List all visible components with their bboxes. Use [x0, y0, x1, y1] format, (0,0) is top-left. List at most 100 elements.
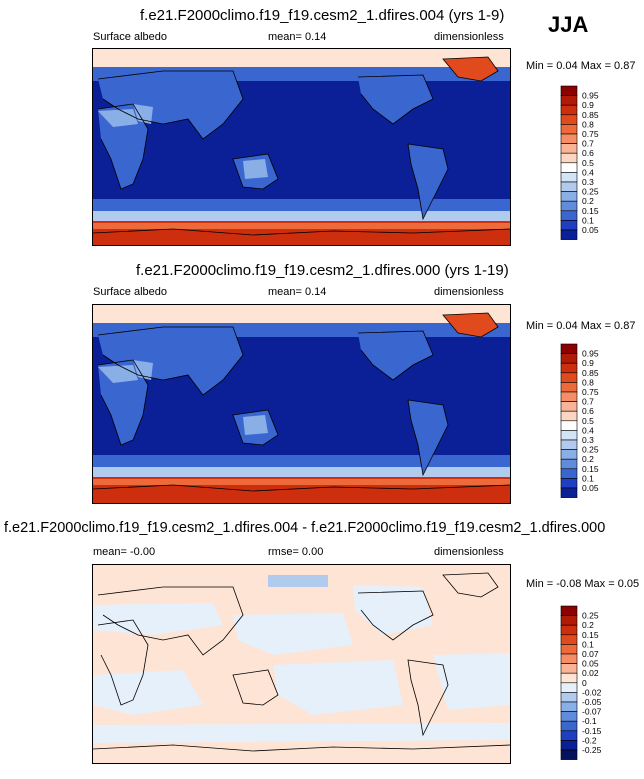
colorbar-box — [560, 95, 578, 106]
colorbar-tick-label: 0 — [582, 678, 587, 688]
colorbar-box — [560, 663, 578, 674]
colorbar-tick-label: 0.25 — [582, 187, 599, 197]
panel-1-colorbar: 0.95 0.9 0.85 0.8 0.75 0.7 0.6 0.5 0.4 0.3 0.25 0.2… — [560, 85, 621, 242]
colorbar-box — [560, 644, 578, 655]
colorbar-box — [560, 439, 578, 450]
panel-2-map-svg — [93, 305, 510, 503]
eurasia-field — [98, 71, 243, 139]
colorbar-box — [560, 730, 578, 741]
colorbar-box — [560, 210, 578, 221]
southern-margin — [93, 455, 510, 469]
colorbar-box — [560, 720, 578, 732]
colorbar-tick-label: 0.15 — [582, 464, 599, 474]
colorbar-box — [560, 104, 578, 116]
colorbar-box — [560, 372, 578, 383]
colorbar-box — [560, 692, 578, 703]
colorbar-tick-label: 0.1 — [582, 639, 594, 649]
panel-1-title: f.e21.F2000climo.f19_f19.cesm2_1.dfires.… — [140, 7, 505, 24]
colorbar-tick-label: -0.2 — [582, 735, 597, 745]
panel-3-map-svg — [93, 565, 510, 763]
colorbar-box — [560, 740, 578, 751]
colorbar-box — [560, 701, 578, 712]
panel-3-units: dimensionless — [434, 546, 504, 558]
colorbar-tick-label: 0.2 — [582, 454, 594, 464]
colorbar-box — [560, 478, 578, 489]
panel-2-map — [92, 304, 511, 504]
south-america-field — [408, 400, 448, 475]
colorbar-box — [560, 711, 578, 722]
colorbar-tick-label: 0.8 — [582, 377, 594, 387]
panel-3-range: Min = -0.08 Max = 0.05 — [526, 578, 640, 590]
colorbar-box — [560, 420, 578, 431]
panel-1-range: Min = 0.04 Max = 0.87 — [526, 60, 636, 72]
colorbar-box — [560, 162, 578, 173]
panel-1-units: dimensionless — [434, 31, 504, 43]
sahara — [98, 109, 138, 127]
colorbar-tick-label: 0.85 — [582, 368, 599, 378]
colorbar-box — [560, 220, 578, 231]
colorbar-box — [560, 343, 578, 354]
coastlines — [93, 56, 510, 236]
colorbar-box — [560, 181, 578, 192]
colorbar-box — [560, 672, 578, 684]
arctic-band — [93, 305, 510, 325]
panel-2-mean: mean= 0.14 — [268, 286, 327, 298]
colorbar-box — [560, 172, 578, 183]
colorbar-tick-label: 0.7 — [582, 139, 594, 149]
colorbar-tick-label: 0.02 — [582, 668, 599, 678]
colorbar-tick-label: 0.85 — [582, 110, 599, 120]
panel-1-map — [92, 48, 511, 246]
panel-1-colorbar-svg: 0.950.90.850.80.750.70.60.50.40.30.250.2… — [560, 85, 599, 240]
panel-3-colorbar-svg: 0.250.20.150.10.070.050.020-0.02-0.05-0.… — [560, 605, 602, 760]
colorbar-tick-label: 0.6 — [582, 148, 594, 158]
panel-3-title: f.e21.F2000climo.f19_f19.cesm2_1.dfires.… — [4, 520, 606, 536]
colorbar-tick-label: 0.5 — [582, 416, 594, 426]
colorbar-tick-label: 0.4 — [582, 167, 594, 177]
colorbar-box — [560, 605, 578, 616]
colorbar-box — [560, 487, 578, 498]
colorbar-box — [560, 353, 578, 364]
australian-interior — [243, 159, 268, 179]
colorbar-tick-label: 0.1 — [582, 473, 594, 483]
colorbar-tick-label: -0.1 — [582, 716, 597, 726]
panel-2-range: Min = 0.04 Max = 0.87 — [526, 320, 636, 332]
colorbar-tick-label: 0.9 — [582, 100, 594, 110]
colorbar-tick-label: 0.9 — [582, 358, 594, 368]
colorbar-box — [560, 133, 578, 144]
colorbar-tick-label: 0.6 — [582, 406, 594, 416]
colorbar-tick-label: -0.25 — [582, 745, 602, 755]
panel-2-colorbar: 0.95 0.9 0.85 0.8 0.75 0.7 0.6 0.5 0.4 0.3 0.25 0.2… — [560, 343, 621, 504]
panel-3-mean: mean= -0.00 — [93, 546, 156, 558]
colorbar-tick-label: 0.75 — [582, 387, 599, 397]
arctic-band — [93, 49, 510, 69]
colorbar-box — [560, 152, 578, 164]
colorbar-tick-label: 0.3 — [582, 435, 594, 445]
colorbar-tick-label: 0.15 — [582, 206, 599, 216]
colorbar-tick-label: 0.25 — [582, 611, 599, 621]
colorbar-box — [560, 624, 578, 636]
colorbar-box — [560, 391, 578, 402]
coastlines — [93, 312, 510, 492]
colorbar-tick-label: 0.07 — [582, 649, 599, 659]
negative-core — [268, 575, 328, 587]
colorbar-box — [560, 401, 578, 412]
colorbar-tick-label: 0.2 — [582, 196, 594, 206]
colorbar-tick-label: 0.95 — [582, 349, 599, 359]
australian-interior — [243, 415, 268, 435]
colorbar-tick-label: 0.7 — [582, 397, 594, 407]
sahara — [98, 365, 138, 383]
antarctic-coast — [93, 479, 510, 485]
antarctic-coast — [93, 223, 510, 229]
colorbar-box — [560, 114, 578, 125]
colorbar-tick-label: 0.05 — [582, 483, 599, 493]
colorbar-tick-label: 0.3 — [582, 177, 594, 187]
panel-2-variable: Surface albedo — [93, 286, 167, 298]
southern-sea-ice-edge — [93, 467, 510, 479]
colorbar-box — [560, 143, 578, 154]
colorbar-tick-label: 0.25 — [582, 445, 599, 455]
colorbar-tick-label: -0.02 — [582, 687, 602, 697]
colorbar-tick-label: 0.05 — [582, 225, 599, 235]
colorbar-tick-label: 0.4 — [582, 425, 594, 435]
africa-field — [98, 104, 148, 189]
colorbar-box — [560, 124, 578, 135]
